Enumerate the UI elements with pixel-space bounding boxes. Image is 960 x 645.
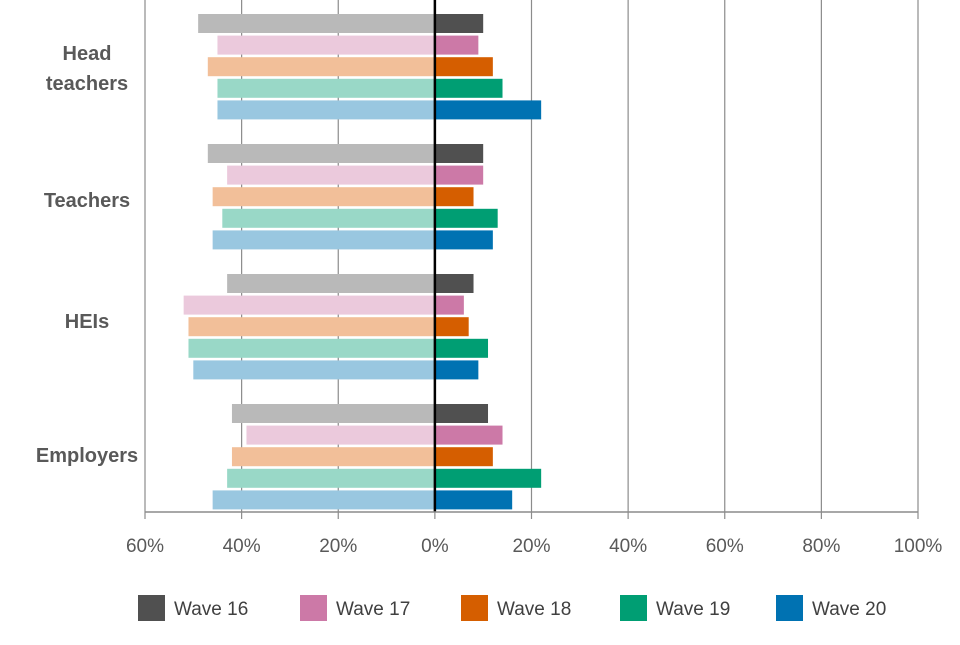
bar-positive: [434, 468, 542, 488]
bar-negative: [217, 78, 435, 98]
legend-swatch: [300, 595, 327, 621]
bar-positive: [434, 144, 484, 163]
bar-negative: [207, 57, 435, 77]
bar-negative: [212, 187, 435, 207]
bar-positive: [434, 78, 503, 98]
legend-swatch: [776, 595, 803, 621]
bar-negative: [217, 100, 435, 120]
x-tick-label: 60%: [706, 536, 744, 557]
category-label: HEIs: [65, 311, 109, 333]
legend-label: Wave 18: [497, 599, 571, 620]
x-tick-label: 20%: [319, 536, 357, 557]
legend-label: Wave 16: [174, 599, 248, 620]
bar-positive: [434, 404, 489, 423]
bar-positive: [434, 57, 493, 77]
bar-negative: [246, 425, 435, 445]
x-tick-label: 0%: [421, 536, 449, 557]
x-tick-label: 60%: [126, 536, 164, 557]
legend-swatch: [620, 595, 647, 621]
bar-positive: [434, 100, 542, 120]
legend-label: Wave 19: [656, 599, 730, 620]
bar-positive: [434, 425, 503, 445]
bar-negative: [212, 490, 435, 510]
bar-positive: [434, 35, 479, 55]
legend-label: Wave 17: [336, 599, 410, 620]
bar-negative: [188, 317, 435, 337]
bar-negative: [188, 338, 435, 358]
bar-negative: [212, 230, 435, 250]
bar-positive: [434, 295, 464, 315]
bar-negative: [193, 360, 435, 380]
bar-positive: [434, 165, 484, 185]
bar-negative: [231, 447, 435, 467]
x-tick-label: 40%: [609, 536, 647, 557]
bar-positive: [434, 490, 513, 510]
bar-negative: [227, 274, 435, 293]
x-tick-label: 80%: [802, 536, 840, 557]
legend-label: Wave 20: [812, 599, 886, 620]
legend-swatch: [461, 595, 488, 621]
bar-positive: [434, 274, 474, 293]
bar-negative: [227, 165, 435, 185]
bar-negative: [231, 404, 435, 423]
category-label: Head: [63, 43, 112, 65]
bar-positive: [434, 187, 474, 207]
bar-negative: [198, 14, 435, 33]
x-tick-label: 20%: [512, 536, 550, 557]
category-label: Employers: [36, 445, 138, 467]
bar-positive: [434, 447, 493, 467]
bar-negative: [222, 208, 435, 228]
bar-positive: [434, 14, 484, 33]
bar-positive: [434, 317, 469, 337]
bar-positive: [434, 360, 479, 380]
bar-negative: [183, 295, 435, 315]
category-label: teachers: [46, 73, 128, 95]
bar-negative: [217, 35, 435, 55]
bar-negative: [207, 144, 435, 163]
category-label: Teachers: [44, 190, 130, 212]
x-tick-label: 40%: [223, 536, 261, 557]
bar-positive: [434, 338, 489, 358]
bar-positive: [434, 230, 493, 250]
bar-negative: [227, 468, 435, 488]
bar-positive: [434, 208, 498, 228]
x-tick-label: 100%: [894, 536, 943, 557]
legend-swatch: [138, 595, 165, 621]
